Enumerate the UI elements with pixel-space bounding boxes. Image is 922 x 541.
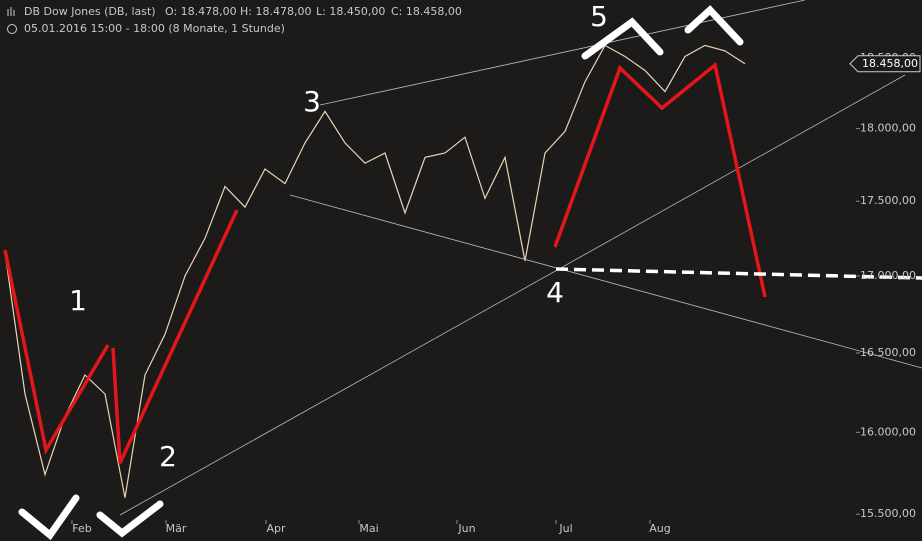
- annotation: 4: [546, 276, 564, 309]
- trend-lines: [119, 0, 922, 516]
- ohlc-low: L: 18.450,00: [316, 5, 385, 18]
- x-tick-label: Apr: [266, 522, 286, 535]
- last-price-box: [849, 55, 921, 73]
- last-price-label: 18.458,00: [862, 57, 918, 70]
- x-tick-label: Mai: [359, 522, 378, 535]
- chart-title: DB Dow Jones (DB, last): [24, 5, 156, 18]
- y-tick-label: 17.000,00: [860, 269, 916, 282]
- annotation: 3: [303, 85, 321, 118]
- annotation: 2: [159, 440, 177, 473]
- x-tick-label: Jun: [457, 522, 475, 535]
- x-tick-label: Feb: [72, 522, 91, 535]
- ohlc-high: H: 18.478,00: [240, 5, 311, 18]
- annotation: 1: [69, 284, 87, 317]
- annotation: 5: [590, 0, 608, 33]
- y-tick-label: 16.000,00: [860, 425, 916, 438]
- clock-icon: [7, 24, 17, 34]
- y-tick-label: 15.500,00: [860, 507, 916, 520]
- x-tick-label: Jul: [558, 522, 572, 535]
- markers: [18, 5, 744, 541]
- ohlc-open: O: 18.478,00: [165, 5, 237, 18]
- y-tick-label: 17.500,00: [860, 194, 916, 207]
- ohlc-close: C: 18.458,00: [391, 5, 462, 18]
- x-tick-label: Mär: [166, 522, 187, 535]
- header-icon: [7, 7, 15, 16]
- support-line: [555, 267, 922, 280]
- x-tick-label: Aug: [649, 522, 670, 535]
- chart-subtitle: 05.01.2016 15:00 - 18:00 (8 Monate, 1 St…: [24, 22, 285, 35]
- price-line: [4, 44, 746, 498]
- y-tick-label: 18.000,00: [860, 122, 916, 135]
- y-tick-label: 16.500,00: [860, 346, 916, 359]
- pattern-lines: [3, 61, 767, 464]
